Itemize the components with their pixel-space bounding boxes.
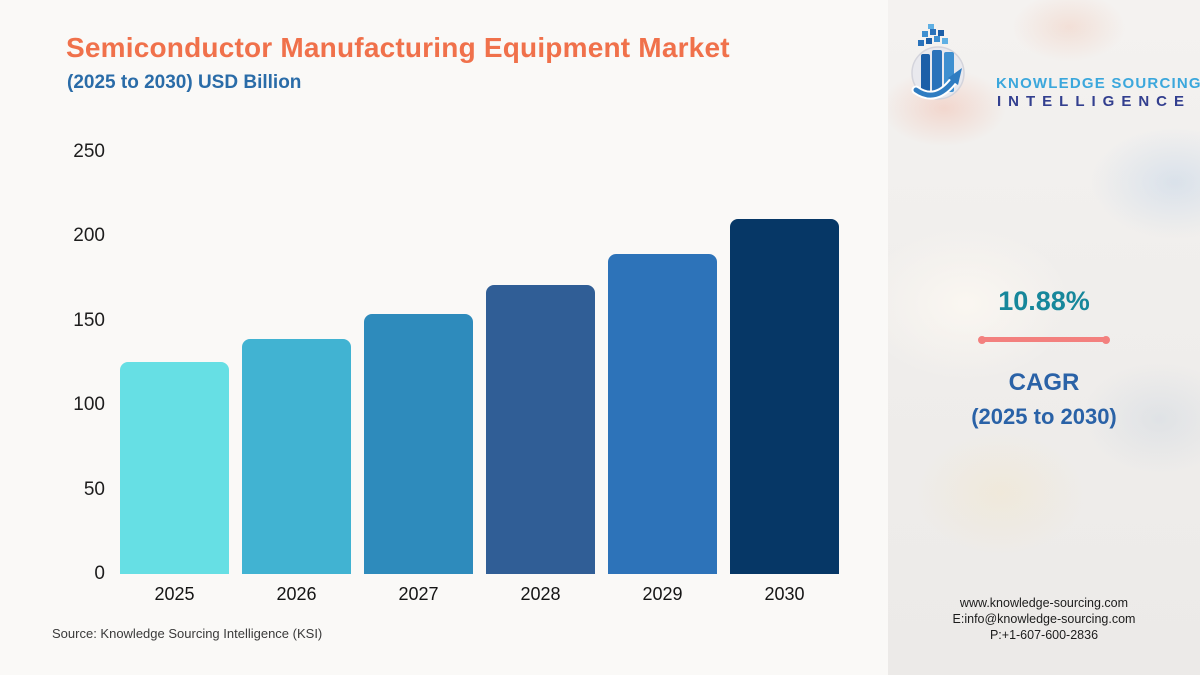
pixel-blocks bbox=[918, 24, 948, 46]
y-axis-tick-label: 150 bbox=[73, 309, 105, 331]
cagr-period: (2025 to 2030) bbox=[971, 404, 1117, 429]
cagr-label: CAGR bbox=[1008, 369, 1080, 396]
y-axis-tick-label: 0 bbox=[94, 563, 105, 584]
y-axis-tick-label: 200 bbox=[73, 225, 105, 247]
y-axis-tick-label: 250 bbox=[73, 141, 105, 162]
cagr-connector-line bbox=[978, 335, 1110, 344]
connector-dot-left bbox=[978, 335, 986, 344]
bar-chart: 2025 2026 2027 2028 2029 2030 bbox=[120, 152, 839, 604]
y-axis-tick-label: 50 bbox=[83, 478, 105, 500]
brand-name-line2: INTELLIGENCE bbox=[997, 93, 1192, 110]
cagr-value: 10.88% bbox=[998, 286, 1090, 316]
contact-website: www.knowledge-sourcing.com bbox=[959, 596, 1129, 610]
page-title: Semiconductor Manufacturing Equipment Ma… bbox=[66, 32, 730, 63]
bar-column-2027: 2027 bbox=[364, 313, 473, 604]
x-axis-label: 2029 bbox=[642, 584, 683, 604]
y-axis-tick-label: 100 bbox=[73, 394, 105, 416]
bar-2029 bbox=[608, 253, 717, 574]
bar-2026 bbox=[242, 339, 351, 574]
source-note: Source: Knowledge Sourcing Intelligence … bbox=[52, 626, 323, 641]
brand-logo: KNOWLEDGE SOURCING INTELLIGENCE bbox=[908, 22, 1200, 110]
contact-info: www.knowledge-sourcing.com E:info@knowle… bbox=[888, 595, 1200, 643]
x-axis-label: 2026 bbox=[276, 584, 317, 604]
side-panel: KNOWLEDGE SOURCING INTELLIGENCE 10.88% C… bbox=[888, 0, 1200, 675]
x-axis-label: 2027 bbox=[398, 584, 439, 604]
x-axis-label: 2025 bbox=[154, 584, 195, 604]
bar-2027 bbox=[364, 313, 473, 574]
bar-column-2030: 2030 bbox=[730, 219, 839, 604]
connector-dot-right bbox=[1102, 335, 1110, 344]
y-axis: 0 50 100 150 200 250 bbox=[40, 141, 105, 584]
bar-2030 bbox=[730, 219, 839, 574]
bar-column-2028: 2028 bbox=[486, 285, 595, 604]
bar-column-2029: 2029 bbox=[608, 253, 717, 604]
contact-phone: P:+1-607-600-2836 bbox=[989, 628, 1099, 642]
bar-column-2025: 2025 bbox=[120, 362, 229, 604]
page-subtitle: (2025 to 2030) USD Billion bbox=[67, 72, 302, 93]
x-axis-label: 2028 bbox=[520, 584, 561, 604]
globe-bars-arrow-icon bbox=[911, 24, 965, 100]
contact-email: E:info@knowledge-sourcing.com bbox=[952, 612, 1136, 626]
bar-2025 bbox=[120, 362, 229, 574]
bar-2028 bbox=[486, 285, 595, 574]
x-axis-label: 2030 bbox=[764, 584, 805, 604]
bar-column-2026: 2026 bbox=[242, 339, 351, 604]
brand-name-line1: KNOWLEDGE SOURCING bbox=[996, 75, 1200, 92]
